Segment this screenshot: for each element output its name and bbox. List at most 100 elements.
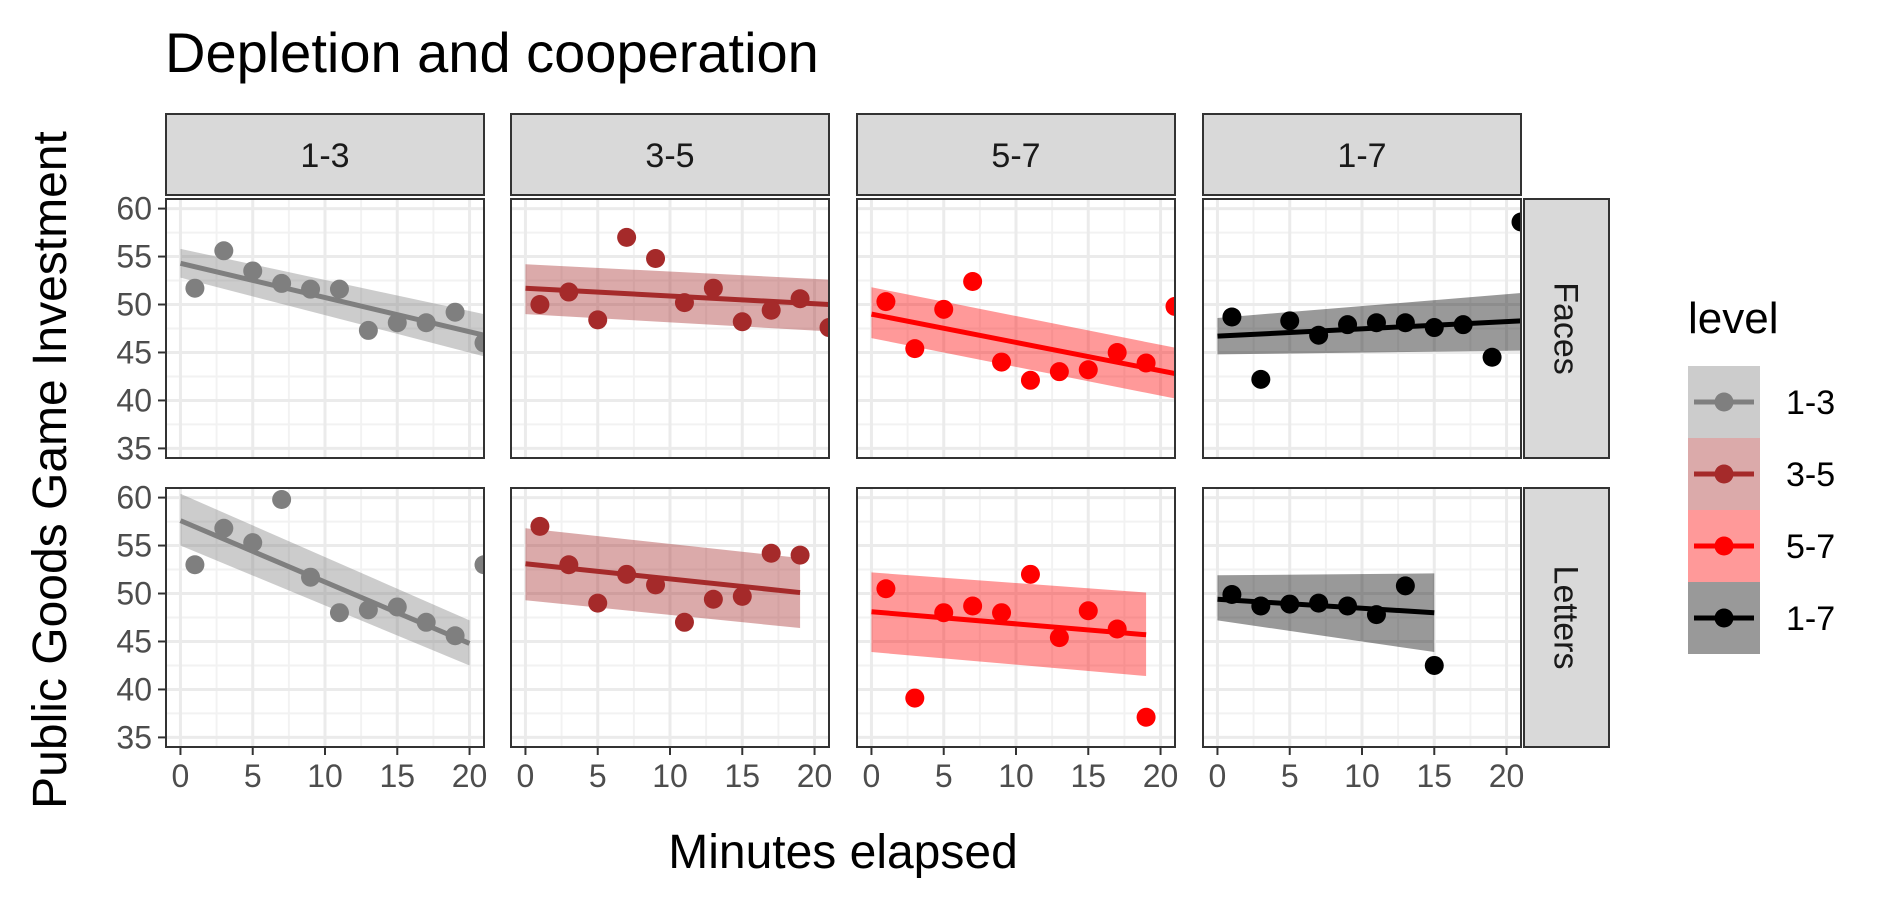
legend-entry-3-5: 3-5 — [1688, 438, 1835, 510]
data-point — [185, 555, 205, 575]
data-point — [934, 299, 954, 319]
column-strip-bg — [1202, 113, 1522, 196]
data-point — [243, 533, 263, 553]
panel-faces-1-3 — [165, 198, 485, 459]
column-strip-label: 5-7 — [991, 137, 1040, 175]
panel-border — [1202, 198, 1522, 459]
x-tick-label: 10 — [652, 758, 688, 794]
data-point — [329, 603, 349, 623]
data-point — [387, 597, 407, 617]
data-point — [416, 313, 436, 333]
x-tick-label: 0 — [517, 758, 535, 794]
panel-border — [510, 487, 830, 748]
data-point — [992, 603, 1012, 623]
panel-letters-1-3 — [165, 487, 485, 748]
legend-entry-1-3: 1-3 — [1688, 366, 1835, 438]
x-tick-label: 0 — [1209, 758, 1227, 794]
panel-border — [1202, 487, 1522, 748]
column-strip-bg — [856, 113, 1176, 196]
data-point — [617, 564, 637, 584]
x-tick-label: 10 — [307, 758, 343, 794]
legend-entry-5-7: 5-7 — [1688, 510, 1835, 582]
data-point — [790, 289, 810, 309]
data-point — [646, 248, 666, 268]
column-strip-bg — [165, 113, 485, 196]
legend-label: 3-5 — [1786, 456, 1835, 494]
x-tick-label: 15 — [379, 758, 415, 794]
data-point — [1366, 605, 1386, 625]
data-point — [1251, 596, 1271, 616]
data-point — [214, 518, 234, 538]
y-tick-label: 45 — [116, 334, 152, 370]
facet-panels: 1-3 3-5 5-7 1-7FacesLetters3540455055603540… — [116, 113, 1610, 794]
row-strip-bg — [1523, 198, 1610, 459]
panel-letters-1-7 — [1202, 487, 1522, 748]
x-tick-label: 5 — [935, 758, 953, 794]
panel-border — [165, 487, 485, 748]
y-tick-label: 60 — [116, 191, 152, 227]
y-tick-label: 50 — [116, 287, 152, 323]
data-point — [732, 586, 752, 606]
data-point — [1511, 212, 1521, 232]
data-point — [703, 589, 723, 609]
data-point — [185, 278, 205, 298]
legend-key-point — [1714, 536, 1734, 556]
panel-faces-5-7 — [856, 198, 1176, 459]
y-axis-title: Public Goods Game Investment — [24, 131, 77, 809]
data-point — [1338, 596, 1358, 616]
data-point — [387, 313, 407, 333]
data-point — [272, 490, 292, 510]
data-point — [617, 227, 637, 247]
confidence-band — [1217, 573, 1435, 653]
row-strip-faces: Faces — [1523, 198, 1610, 459]
y-tick-label: 40 — [116, 671, 152, 707]
x-tick-label: 15 — [1070, 758, 1106, 794]
data-point — [1453, 315, 1473, 335]
column-strip-label: 1-3 — [300, 137, 349, 175]
data-point — [358, 600, 378, 620]
x-tick-label: 10 — [1344, 758, 1380, 794]
data-point — [1222, 307, 1242, 327]
data-point — [703, 278, 723, 298]
data-point — [1251, 369, 1271, 389]
row-strip-label: Letters — [1547, 566, 1585, 670]
x-axis-title: Minutes elapsed — [668, 826, 1018, 879]
data-point — [876, 292, 896, 312]
data-point — [876, 579, 896, 599]
data-point — [1482, 347, 1502, 367]
column-strip-5-7: 5-7 — [856, 113, 1176, 196]
x-tick-label: 5 — [244, 758, 262, 794]
data-point — [301, 279, 321, 299]
data-point — [1020, 564, 1040, 584]
data-point — [1136, 707, 1156, 727]
panel-faces-3-5 — [510, 198, 830, 459]
legend-entry-1-7: 1-7 — [1688, 582, 1835, 654]
y-tick-label: 40 — [116, 382, 152, 418]
data-point — [819, 318, 829, 338]
x-tick-label: 15 — [1416, 758, 1452, 794]
data-point — [934, 603, 954, 623]
data-point — [1338, 315, 1358, 335]
data-point — [445, 302, 465, 322]
data-point — [992, 352, 1012, 372]
x-tick-label: 0 — [863, 758, 881, 794]
data-point — [1107, 342, 1127, 362]
data-point — [761, 300, 781, 320]
legend-label: 5-7 — [1786, 528, 1835, 566]
regression-line — [871, 609, 1147, 638]
data-point — [1280, 594, 1300, 614]
x-tick-label: 10 — [998, 758, 1034, 794]
column-strip-1-3: 1-3 — [165, 113, 485, 196]
data-point — [559, 282, 579, 302]
data-point — [272, 273, 292, 293]
data-point — [530, 516, 550, 536]
chart-title: Depletion and cooperation — [165, 21, 819, 84]
data-point — [674, 612, 694, 632]
y-tick-label: 60 — [116, 480, 152, 516]
data-point — [243, 261, 263, 281]
data-point — [905, 339, 925, 359]
data-point — [530, 295, 550, 315]
data-point — [905, 688, 925, 708]
row-strip-label: Faces — [1547, 282, 1585, 375]
